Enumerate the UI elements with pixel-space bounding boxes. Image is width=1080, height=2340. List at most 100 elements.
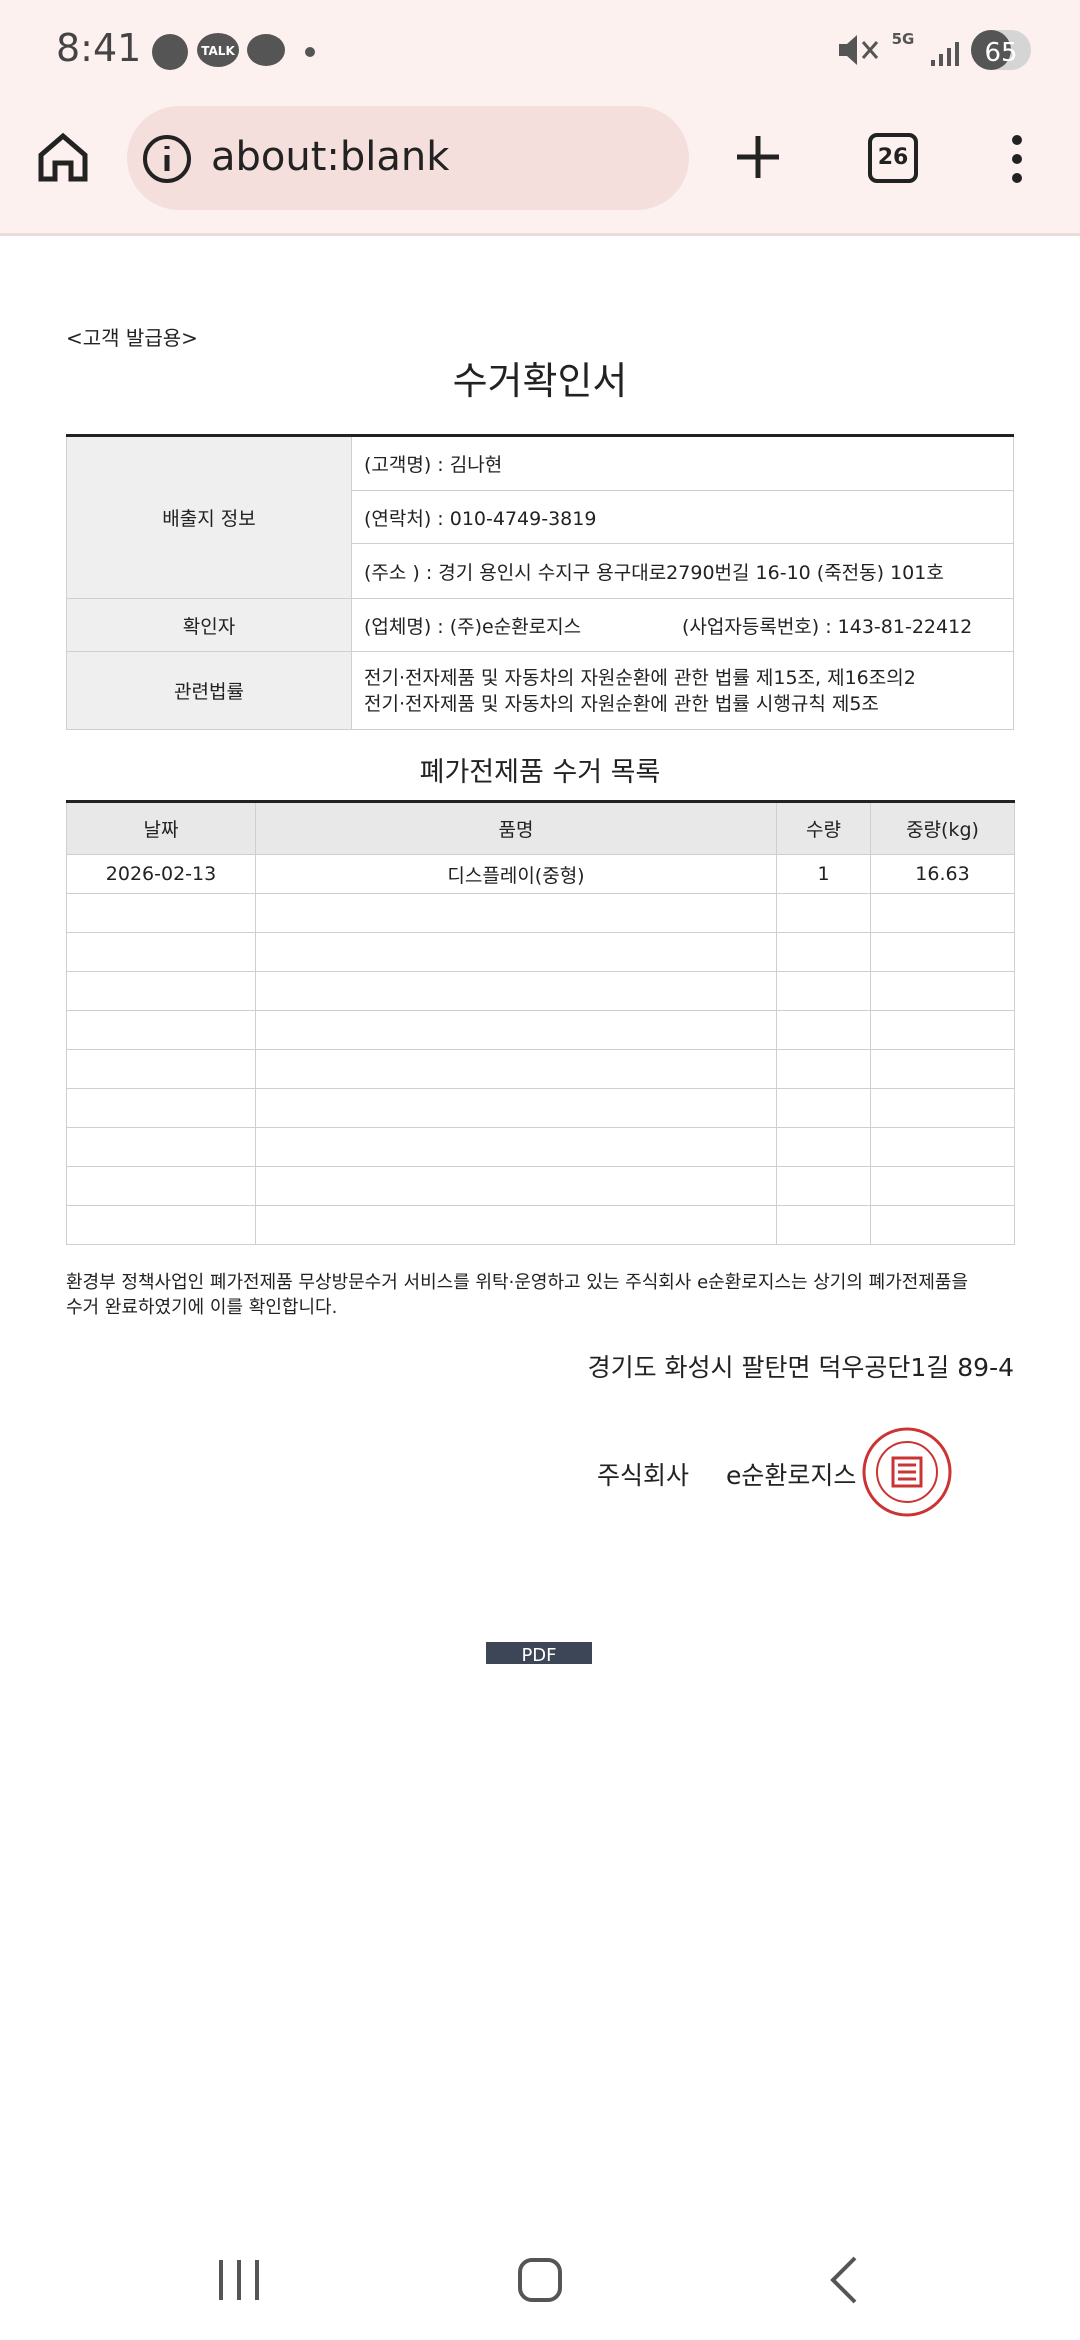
- item-row: 2026-02-13 디스플레이(중형) 1 16.63: [66, 854, 1015, 894]
- row-value: (주소 ) : 경기 용인시 수지구 용구대로2790번길 16-10 (죽전동…: [351, 543, 1014, 599]
- company-seal: [862, 1427, 952, 1517]
- empty-cell: [66, 1127, 256, 1167]
- empty-cell: [776, 1166, 871, 1206]
- company-address: 경기도 화성시 팔탄면 덕우공단1길 89-4: [587, 1353, 1014, 1382]
- list-title: 폐가전제품 수거 목록: [419, 757, 661, 788]
- item-cell: 디스플레이(중형): [255, 854, 777, 894]
- header-row: 날짜 품명 수량 중량(kg): [66, 801, 1015, 855]
- empty-cell: [255, 1166, 777, 1206]
- document-title: 수거확인서: [452, 359, 628, 403]
- info-row: 관련법률 전기·전자제품 및 자동차의 자원순환에 관한 법률 제15조, 제16…: [66, 651, 1014, 730]
- empty-cell: [255, 893, 777, 933]
- home-nav-button[interactable]: [518, 2258, 562, 2302]
- row-label: 확인자: [66, 598, 352, 652]
- empty-row: [66, 932, 1015, 972]
- empty-cell: [870, 1010, 1015, 1050]
- empty-cell: [255, 1127, 777, 1167]
- address-bar[interactable]: about:blank: [127, 106, 689, 210]
- tab-switcher[interactable]: 26: [868, 133, 918, 183]
- collection-table: 날짜 품명 수량 중량(kg) 2026-02-13 디스플레이(중형) 1 16.63: [66, 800, 1015, 1245]
- back-button[interactable]: [830, 2256, 857, 2304]
- empty-cell: [870, 1088, 1015, 1128]
- new-tab-button[interactable]: [735, 134, 781, 180]
- notification-icons: TALK: [152, 33, 315, 70]
- empty-cell: [776, 1127, 871, 1167]
- row-value: (연락처) : 010-4749-3819: [351, 490, 1014, 544]
- info-row: 확인자 (업체명) : (주)e순환로지스 (사업자등록번호) : 143-81-2…: [66, 598, 1014, 652]
- empty-cell: [776, 893, 871, 933]
- empty-cell: [870, 1127, 1015, 1167]
- pdf-button[interactable]: PDF: [486, 1642, 592, 1664]
- empty-cell: [870, 932, 1015, 972]
- menu-button[interactable]: [1006, 134, 1028, 184]
- empty-cell: [776, 1049, 871, 1089]
- browser-chrome: 8:41 TALK 5G 65 about:blank 26: [0, 0, 1080, 236]
- home-button[interactable]: [36, 130, 90, 184]
- clock: 8:41: [56, 26, 142, 70]
- copy-label: <고객 발급용>: [66, 326, 198, 350]
- empty-cell: [776, 971, 871, 1011]
- row-value: 전기·전자제품 및 자동차의 자원순환에 관한 법률 제15조, 제16조의2 전…: [351, 651, 1014, 730]
- battery-level: 65: [984, 38, 1017, 68]
- empty-row: [66, 1010, 1015, 1050]
- law-line: 전기·전자제품 및 자동차의 자원순환에 관한 법률 시행규칙 제5조: [364, 692, 879, 715]
- empty-cell: [66, 1088, 256, 1128]
- info-table: 배출지 정보 (고객명) : 김나현 (연락처) : 010-4749-3819 (주…: [66, 434, 1014, 730]
- empty-row: [66, 1127, 1015, 1167]
- cell-text: (사업자등록번호) : 143-81-22412: [682, 615, 973, 638]
- item-cell: 2026-02-13: [66, 854, 256, 894]
- company-name: e순환로지스: [726, 1461, 857, 1490]
- empty-row: [66, 1049, 1015, 1089]
- empty-cell: [66, 1166, 256, 1206]
- law-line: 전기·전자제품 및 자동차의 자원순환에 관한 법률 제15조, 제16조의2: [364, 666, 916, 689]
- cell-text: (업체명) : (주)e순환로지스: [364, 615, 582, 638]
- statement: 환경부 정책사업인 폐가전제품 무상방문수거 서비스를 위탁·운영하고 있는 주…: [66, 1270, 1026, 1320]
- item-cell: 1: [776, 854, 871, 894]
- empty-cell: [870, 1049, 1015, 1089]
- site-info-icon[interactable]: [141, 133, 193, 185]
- info-row: (연락처) : 010-4749-3819: [67, 490, 1014, 544]
- empty-cell: [255, 971, 777, 1011]
- empty-cell: [870, 971, 1015, 1011]
- empty-row: [66, 1166, 1015, 1206]
- empty-cell: [66, 932, 256, 972]
- item-cell: 16.63: [870, 854, 1015, 894]
- info-row: 배출지 정보 (고객명) : 김나현: [66, 435, 1014, 599]
- column-header: 중량(kg): [870, 801, 1015, 855]
- empty-cell: [255, 1049, 777, 1089]
- empty-cell: [255, 932, 777, 972]
- empty-cell: [776, 1205, 871, 1245]
- column-header: 수량: [776, 801, 871, 855]
- column-header: 날짜: [66, 801, 256, 855]
- empty-cell: [66, 1010, 256, 1050]
- empty-row: [66, 1205, 1015, 1245]
- empty-cell: [870, 893, 1015, 933]
- empty-row: [66, 893, 1015, 933]
- empty-cell: [66, 1205, 256, 1245]
- row-label: 관련법률: [66, 651, 352, 730]
- statement-line: 환경부 정책사업인 폐가전제품 무상방문수거 서비스를 위탁·운영하고 있는 주…: [66, 1272, 969, 1293]
- empty-cell: [870, 1205, 1015, 1245]
- row-value: (고객명) : 김나현: [351, 435, 1014, 491]
- empty-cell: [66, 893, 256, 933]
- empty-cell: [776, 932, 871, 972]
- empty-row: [66, 1088, 1015, 1128]
- column-header: 품명: [255, 801, 777, 855]
- empty-cell: [776, 1088, 871, 1128]
- recents-button[interactable]: [219, 2260, 259, 2300]
- empty-cell: [255, 1088, 777, 1128]
- network-label: 5G: [892, 30, 915, 48]
- empty-cell: [255, 1010, 777, 1050]
- empty-cell: [870, 1166, 1015, 1206]
- empty-cell: [66, 1049, 256, 1089]
- empty-cell: [66, 971, 256, 1011]
- url-text[interactable]: about:blank: [211, 134, 450, 180]
- row-label: 배출지 정보: [66, 435, 352, 599]
- empty-cell: [255, 1205, 777, 1245]
- system-icons: 5G 65: [839, 30, 1031, 70]
- statement-line: 수거 완료하였기에 이를 확인합니다.: [66, 1297, 338, 1318]
- talk-icon: TALK: [201, 44, 235, 58]
- row-value: (업체명) : (주)e순환로지스 (사업자등록번호) : 143-81-2241…: [351, 598, 1014, 652]
